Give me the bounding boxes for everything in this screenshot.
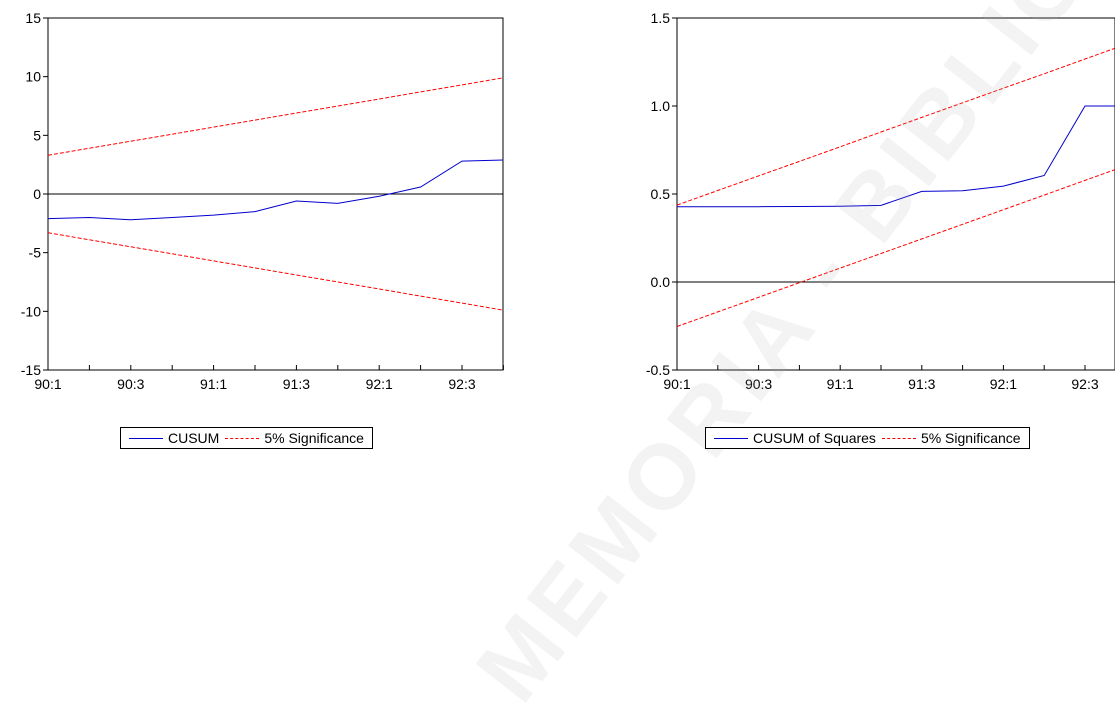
x-tick-label: 91:1 [200, 376, 227, 392]
x-tick-label: 92:3 [448, 376, 475, 392]
legend-entry: CUSUM [129, 430, 219, 446]
cusum-squares-legend: CUSUM of Squares 5% Significance [705, 427, 1030, 449]
legend-swatch [225, 437, 260, 439]
legend-label: CUSUM of Squares [753, 430, 876, 446]
legend-label: 5% Significance [920, 430, 1021, 446]
y-tick-label: 0.0 [651, 274, 671, 290]
legend-label: 5% Significance [264, 430, 364, 446]
legend-entry: CUSUM of Squares [714, 430, 876, 446]
x-tick-label: 90:3 [117, 376, 144, 392]
y-tick-label: -10 [21, 303, 41, 319]
x-tick-label: 90:3 [745, 376, 772, 392]
legend-swatch [714, 437, 748, 439]
y-tick-label: 15 [25, 10, 41, 26]
legend-label: CUSUM [168, 430, 220, 446]
plot-frame [676, 17, 1115, 371]
x-tick-label: 92:1 [990, 376, 1017, 392]
significance-upper-line [676, 47, 1115, 206]
legend-entry: 5% Significance [881, 430, 1021, 446]
y-tick-label: -0.5 [646, 362, 670, 378]
legend-swatch [129, 437, 163, 439]
cusum-legend: CUSUM 5% Significance [120, 427, 373, 449]
y-tick-label: 1.5 [651, 10, 671, 26]
x-tick-label: 91:1 [827, 376, 854, 392]
chart-canvas: -15 -10 -5 0 5 10 15 90:1 90:3 91:1 91:3 92:1 92:3 -… [21, 10, 1115, 392]
y-tick-label: 10 [25, 69, 41, 85]
x-tick-label: 91:3 [283, 376, 310, 392]
y-tick-label: -15 [21, 362, 41, 378]
significance-lower-line [47, 232, 504, 311]
cusum-line [677, 105, 1115, 208]
significance-upper-line [47, 77, 504, 156]
legend-entry: 5% Significance [225, 430, 364, 446]
y-tick-label: -5 [29, 245, 42, 261]
y-tick-label: 0 [33, 186, 41, 202]
y-tick-label: 1.0 [651, 98, 671, 114]
x-tick-label: 92:3 [1071, 376, 1098, 392]
y-tick-label: 5 [33, 127, 41, 143]
cusum-squares-chart: -0.5 0.0 0.5 1.0 1.5 90:1 90:3 91:1 91:3 92:1 92:3 [646, 10, 1115, 392]
y-tick-label: 0.5 [651, 186, 671, 202]
x-tick-label: 90:1 [663, 376, 690, 392]
x-tick-label: 90:1 [34, 376, 61, 392]
cusum-chart: -15 -10 -5 0 5 10 15 90:1 90:3 91:1 91:3 92:1 92:3 [21, 10, 504, 392]
x-tick-label: 91:3 [908, 376, 935, 392]
x-tick-label: 92:1 [366, 376, 393, 392]
cusum-line [47, 159, 504, 221]
legend-swatch [881, 437, 916, 439]
significance-lower-line [676, 169, 1115, 327]
